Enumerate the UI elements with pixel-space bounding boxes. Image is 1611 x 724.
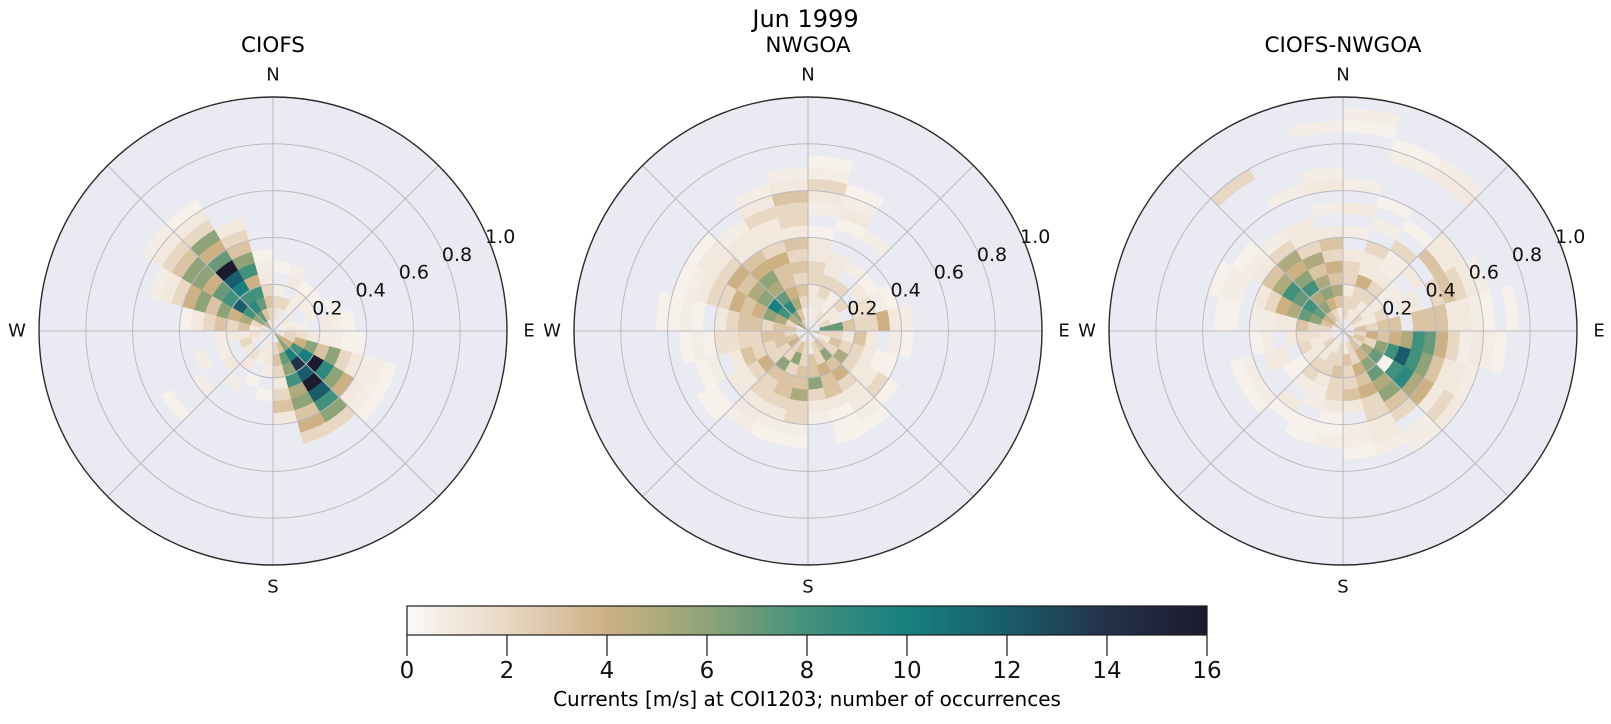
polar-spine <box>573 96 1043 566</box>
svg-text:0.8: 0.8 <box>977 244 1007 266</box>
polar-grid <box>574 97 1042 565</box>
polar-plot-ciofs-nwgoa: N E S W 0.2 0.4 0.6 0.8 1.0 <box>1078 65 1605 598</box>
histogram-cells <box>1207 108 1519 460</box>
cardinal-labels: N E S W <box>1078 65 1605 598</box>
svg-text:0.2: 0.2 <box>1382 297 1412 319</box>
svg-text:N: N <box>266 65 279 86</box>
cardinal-labels: N E S W <box>8 65 535 598</box>
svg-text:W: W <box>8 321 26 342</box>
svg-text:8: 8 <box>800 658 815 684</box>
polar-spine <box>1108 96 1578 566</box>
subplot-title-nwgoa: NWGOA <box>765 33 851 58</box>
svg-text:12: 12 <box>992 658 1021 684</box>
svg-text:0.6: 0.6 <box>934 262 964 284</box>
svg-text:0.8: 0.8 <box>1512 244 1542 266</box>
svg-text:2: 2 <box>500 658 515 684</box>
subplot-title-ciofs-nwgoa: CIOFS-NWGOA <box>1264 33 1422 58</box>
radial-tick-labels: 0.2 0.4 0.6 0.8 1.0 <box>312 226 515 320</box>
polar-grid <box>39 97 507 565</box>
svg-text:E: E <box>523 321 534 342</box>
svg-text:0.4: 0.4 <box>355 280 385 302</box>
svg-text:16: 16 <box>1192 658 1221 684</box>
histogram-cells <box>655 155 914 448</box>
svg-text:S: S <box>802 577 813 598</box>
svg-text:1.0: 1.0 <box>1020 226 1050 248</box>
radial-tick-labels: 0.2 0.4 0.6 0.8 1.0 <box>847 226 1050 320</box>
subplot-title-ciofs: CIOFS <box>241 33 305 58</box>
polar-spine <box>38 96 508 566</box>
svg-text:1.0: 1.0 <box>485 226 515 248</box>
svg-text:6: 6 <box>700 658 715 684</box>
svg-text:S: S <box>267 577 278 598</box>
svg-text:10: 10 <box>892 658 921 684</box>
svg-text:0.4: 0.4 <box>1425 280 1455 302</box>
svg-text:14: 14 <box>1092 658 1121 684</box>
polar-plot-nwgoa: N E S W 0.2 0.4 0.6 0.8 1.0 <box>543 65 1070 598</box>
svg-text:4: 4 <box>600 658 615 684</box>
svg-text:W: W <box>543 321 561 342</box>
colorbar-ticks: 0 2 4 6 8 10 12 14 16 <box>400 635 1222 684</box>
svg-text:1.0: 1.0 <box>1555 226 1585 248</box>
histogram-cells <box>141 199 398 445</box>
svg-text:0: 0 <box>400 658 415 684</box>
svg-text:E: E <box>1058 321 1069 342</box>
svg-text:W: W <box>1078 321 1096 342</box>
svg-text:0.4: 0.4 <box>890 280 920 302</box>
svg-text:N: N <box>801 65 814 86</box>
colorbar-label: Currents [m/s] at COI1203; number of occ… <box>553 687 1061 711</box>
svg-text:0.8: 0.8 <box>442 244 472 266</box>
colorbar: 0 2 4 6 8 10 12 14 16 <box>400 605 1222 684</box>
cardinal-labels: N E S W <box>543 65 1070 598</box>
svg-text:N: N <box>1336 65 1349 86</box>
svg-text:0.6: 0.6 <box>399 262 429 284</box>
svg-text:0.6: 0.6 <box>1469 262 1499 284</box>
polar-plot-ciofs: N E S W 0.2 0.4 0.6 0.8 1.0 <box>8 65 535 598</box>
svg-text:S: S <box>1337 577 1348 598</box>
svg-text:0.2: 0.2 <box>847 297 877 319</box>
svg-text:E: E <box>1593 321 1604 342</box>
radial-tick-labels: 0.2 0.4 0.6 0.8 1.0 <box>1382 226 1585 320</box>
colorbar-gradient <box>406 605 1208 636</box>
figure-title: Jun 1999 <box>752 5 859 33</box>
polar-grid <box>1109 97 1577 565</box>
svg-text:0.2: 0.2 <box>312 297 342 319</box>
